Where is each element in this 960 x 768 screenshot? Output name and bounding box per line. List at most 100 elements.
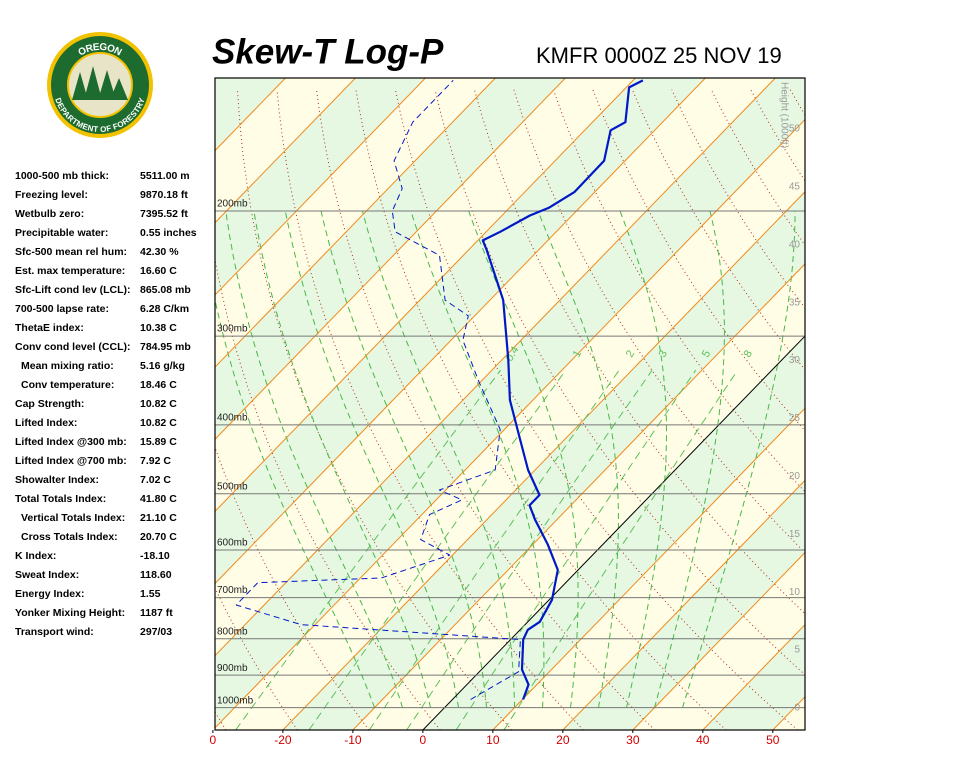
band bbox=[843, 78, 960, 730]
isotherm bbox=[215, 78, 496, 368]
isotherm bbox=[215, 78, 706, 585]
height-tick-label: 0 bbox=[794, 703, 800, 714]
pressure-label: 300mb bbox=[217, 324, 248, 335]
index-value: 16.60 C bbox=[140, 265, 177, 277]
dry-adiabat bbox=[869, 90, 960, 730]
isotherm bbox=[422, 335, 805, 730]
index-label: K Index: bbox=[15, 550, 56, 562]
pressure-label: 600mb bbox=[217, 538, 248, 549]
logo-center bbox=[67, 52, 133, 118]
isotherm bbox=[215, 78, 776, 657]
mixing-ratio-label: 3 bbox=[657, 348, 670, 359]
mixing-ratio-label: 1 bbox=[571, 348, 584, 359]
index-value: 5.16 g/kg bbox=[140, 360, 185, 372]
index-value: 15.89 C bbox=[140, 436, 177, 448]
index-value: 865.08 mb bbox=[140, 284, 191, 296]
moist-adiabat bbox=[468, 210, 579, 708]
band bbox=[0, 78, 6, 730]
index-label: Mean mixing ratio: bbox=[21, 360, 114, 372]
height-tick-label: 50 bbox=[789, 124, 801, 135]
index-value: -18.10 bbox=[140, 550, 170, 562]
index-label: 1000-500 mb thick: bbox=[15, 170, 109, 182]
isotherm bbox=[352, 263, 805, 730]
index-label: Conv cond level (CCL): bbox=[15, 341, 131, 353]
moist-adiabat bbox=[253, 210, 431, 708]
index-value: 118.60 bbox=[140, 569, 172, 581]
pressure-label: 700mb bbox=[217, 585, 248, 596]
logo-top: OREGON bbox=[76, 41, 123, 58]
isotherm bbox=[215, 78, 356, 224]
isotherm bbox=[215, 78, 426, 296]
mixing-ratio-line bbox=[455, 369, 697, 731]
dewpoint-line bbox=[235, 80, 521, 700]
index-value: 1.55 bbox=[140, 588, 161, 600]
index-label: Showalter Index: bbox=[15, 474, 99, 486]
pressure-label: 1000mb bbox=[217, 695, 254, 706]
logo-top-text: OREGON bbox=[76, 41, 123, 58]
height-tick-label: 5 bbox=[794, 645, 800, 656]
index-label: Cross Totals Index: bbox=[21, 531, 118, 543]
mixing-ratio-label: 2 bbox=[624, 348, 637, 359]
logo: OREGON DEPARTMENT OF FORESTRY bbox=[47, 32, 153, 138]
pressure-label: 400mb bbox=[217, 413, 248, 424]
moist-adiabat bbox=[361, 210, 515, 708]
index-label: Lifted Index: bbox=[15, 417, 77, 429]
mixing-ratio-line bbox=[308, 369, 567, 731]
height-tick-label: 30 bbox=[789, 355, 801, 366]
height-tick-label: 25 bbox=[789, 413, 801, 424]
height-tick-label: 20 bbox=[789, 471, 801, 482]
x-tick-label: -10 bbox=[344, 733, 362, 747]
index-label: Precipitable water: bbox=[15, 227, 108, 239]
index-value: 6.28 C/km bbox=[140, 303, 189, 315]
dry-adiabat bbox=[948, 90, 960, 730]
isotherm bbox=[215, 118, 805, 729]
x-tick-label: 30 bbox=[626, 733, 640, 747]
plot: 0.4 1 2 3 5 8200mb300mb400mb500mb600mb700mb80… bbox=[210, 77, 806, 747]
isotherm bbox=[282, 191, 805, 730]
isotherm bbox=[632, 551, 805, 730]
isotherm bbox=[0, 78, 5, 730]
index-label: Yonker Mixing Height: bbox=[15, 607, 125, 619]
height-tick-label: 10 bbox=[789, 587, 801, 598]
index-label: Freezing level: bbox=[15, 189, 88, 201]
x-tick-label: 40 bbox=[696, 733, 710, 747]
x-tick-label: 0 bbox=[420, 733, 427, 747]
height-tick-label: 35 bbox=[789, 297, 801, 308]
index-value: 1187 ft bbox=[140, 607, 173, 619]
height-tick-label: 40 bbox=[789, 239, 801, 250]
pressure-label: 500mb bbox=[217, 481, 248, 492]
mixing-ratio-label: 8 bbox=[742, 348, 755, 359]
index-label: Lifted Index @700 mb: bbox=[15, 455, 127, 467]
index-value: 21.10 C bbox=[140, 512, 177, 524]
pressure-label: 900mb bbox=[217, 663, 248, 674]
x-tick-label: 20 bbox=[556, 733, 570, 747]
mixing-ratio-line bbox=[503, 369, 739, 731]
index-value: 7.92 C bbox=[140, 455, 171, 467]
index-value: 297/03 bbox=[140, 626, 172, 638]
logo-trees bbox=[72, 66, 128, 100]
index-value: 784.95 mb bbox=[140, 341, 191, 353]
isotherm bbox=[843, 78, 960, 730]
index-value: 0.55 inches bbox=[140, 227, 197, 239]
index-value: 9870.18 ft bbox=[140, 189, 188, 201]
index-value: 41.80 C bbox=[140, 493, 177, 505]
index-value: 7395.52 ft bbox=[140, 208, 188, 220]
index-value: 7.02 C bbox=[140, 474, 171, 486]
height-tick-label: 15 bbox=[789, 529, 801, 540]
index-label: Sweat Index: bbox=[15, 569, 79, 581]
height-tick-label: 45 bbox=[789, 182, 801, 193]
index-label: ThetaE index: bbox=[15, 322, 84, 334]
isotherm bbox=[562, 479, 805, 730]
x-tick-label: 50 bbox=[766, 733, 780, 747]
mixing-ratio-line bbox=[235, 369, 501, 731]
chart-title: Skew-T Log-P bbox=[212, 32, 444, 71]
mixing-ratio-line bbox=[368, 369, 620, 731]
index-label: Energy Index: bbox=[15, 588, 84, 600]
dry-adiabat bbox=[909, 90, 960, 730]
index-value: 10.38 C bbox=[140, 322, 177, 334]
indices: 1000-500 mb thick: 5511.00 m Freezing leve… bbox=[15, 170, 197, 638]
index-value: 42.30 % bbox=[140, 246, 179, 258]
dry-adiabat bbox=[394, 89, 798, 730]
dry-adiabat bbox=[276, 89, 584, 730]
